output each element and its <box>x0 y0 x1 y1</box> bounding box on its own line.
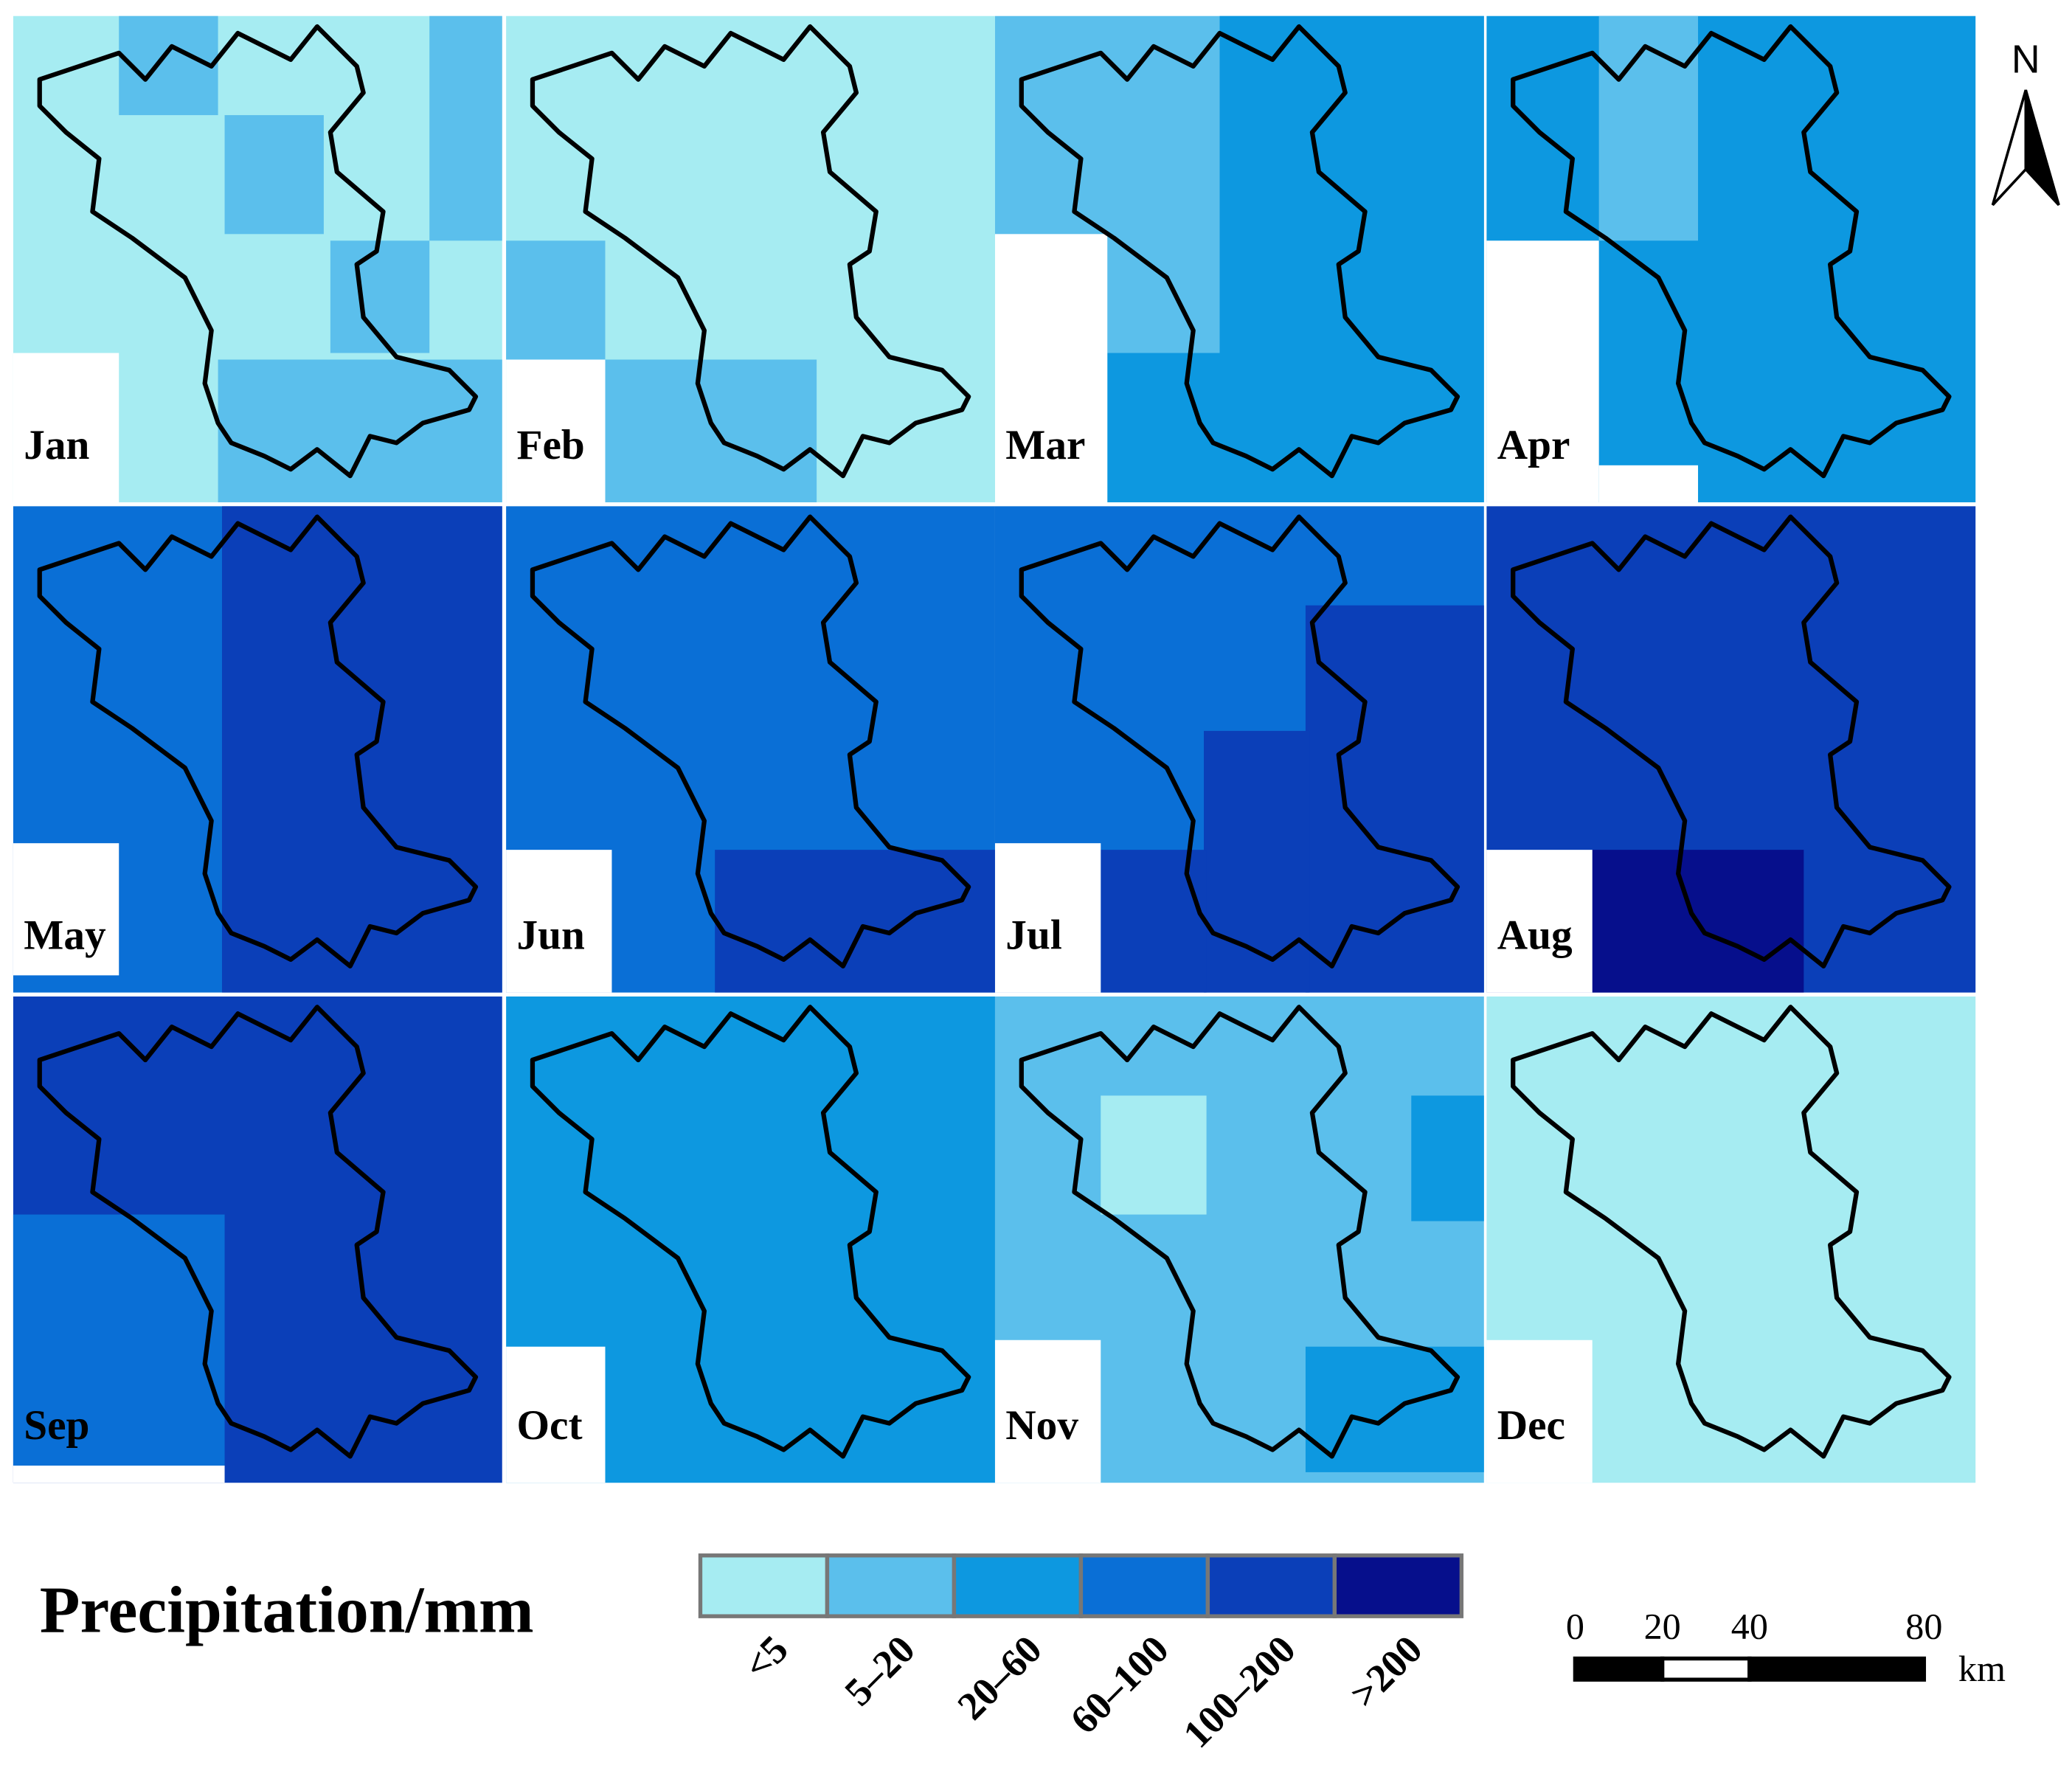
legend-swatch <box>698 1553 830 1618</box>
grid-cell <box>1598 15 1699 241</box>
panel: Jun <box>506 506 995 993</box>
grid-cell <box>994 843 1101 993</box>
grid-cell <box>506 1346 606 1483</box>
month-label: Aug <box>1497 912 1573 958</box>
panel: Jul <box>994 506 1484 993</box>
legend-label: 20–60 <box>949 1627 1050 1728</box>
grid-cell <box>119 15 218 116</box>
scale-label: 40 <box>1731 1606 1768 1647</box>
grid-cell <box>506 850 612 993</box>
month-label: Jan <box>24 422 89 468</box>
legend-swatch <box>952 1553 1084 1618</box>
grid-cell <box>506 359 606 502</box>
grid-cell <box>13 843 119 976</box>
legend-title: Precipitation/mm <box>40 1574 534 1647</box>
scale-segment <box>1747 1656 1927 1682</box>
month-label: Dec <box>1497 1402 1565 1449</box>
legend-label: 5–20 <box>836 1627 923 1714</box>
north-label: N <box>2012 38 2040 82</box>
grid-cell <box>1204 730 1310 993</box>
grid-cell <box>994 1339 1101 1483</box>
grid-cell <box>1101 1095 1207 1215</box>
panel: Apr <box>1486 15 1976 502</box>
grid-cell <box>605 359 817 502</box>
grid-cell <box>1486 240 1599 502</box>
legend-label: 100–200 <box>1174 1627 1303 1756</box>
panel: Jan <box>13 15 502 502</box>
grid-cell <box>715 850 995 993</box>
month-label: Nov <box>1005 1402 1078 1449</box>
month-label: May <box>24 912 106 958</box>
grid-cell <box>1305 605 1484 993</box>
scale-bar: 0 20 40 80 km <box>1566 1606 2006 1689</box>
scale-label: 0 <box>1566 1606 1584 1647</box>
legend-swatch <box>1205 1553 1337 1618</box>
panel: Sep <box>13 996 502 1483</box>
grid-cell <box>13 1214 225 1466</box>
grid-cell <box>1411 1095 1484 1221</box>
legend-label: <5 <box>735 1627 797 1688</box>
grid-cell <box>429 15 502 241</box>
legend-swatch <box>1078 1553 1210 1618</box>
north-arrow <box>1991 89 2028 207</box>
grid-cell <box>506 240 606 360</box>
panels: Jan Feb Mar Apr May Jun Jul Aug Sep Oct Nov Dec <box>13 15 1976 1483</box>
month-label: Oct <box>516 1402 582 1449</box>
panel: May <box>13 506 502 993</box>
month-label: Jul <box>1005 912 1061 958</box>
legend-label: >200 <box>1342 1627 1431 1716</box>
panel: Mar <box>994 15 1484 502</box>
grid-cell <box>1486 1339 1593 1483</box>
month-label: Feb <box>516 422 584 468</box>
panel: Aug <box>1486 506 1976 993</box>
grid-cell <box>1101 850 1207 993</box>
legend-label: 60–100 <box>1061 1627 1177 1742</box>
panel: Nov <box>994 996 1484 1483</box>
grid-cell <box>13 353 119 502</box>
month-label: Sep <box>24 1402 89 1449</box>
grid-cell <box>13 1465 225 1483</box>
scale-unit: km <box>1958 1648 2006 1689</box>
grid-cell <box>224 115 324 235</box>
scale-label: 80 <box>1905 1606 1942 1647</box>
legend-swatch <box>1332 1553 1464 1618</box>
month-label: Apr <box>1497 422 1570 468</box>
month-label: Jun <box>516 912 584 958</box>
month-label: Mar <box>1005 422 1085 468</box>
scale-label: 20 <box>1644 1606 1681 1647</box>
grid-cell <box>1598 465 1699 502</box>
grid-cell <box>1219 15 1484 502</box>
panel: Dec <box>1486 996 1976 1483</box>
grid-cell <box>218 359 502 502</box>
grid-cell <box>994 234 1108 502</box>
panel: Feb <box>506 15 995 502</box>
scale-segment <box>1660 1656 1752 1682</box>
panel: Oct <box>506 996 995 1483</box>
legend-swatch <box>825 1553 957 1618</box>
grid-cell <box>1486 850 1593 993</box>
north-arrow <box>2024 89 2060 207</box>
scale-segment <box>1573 1656 1665 1682</box>
